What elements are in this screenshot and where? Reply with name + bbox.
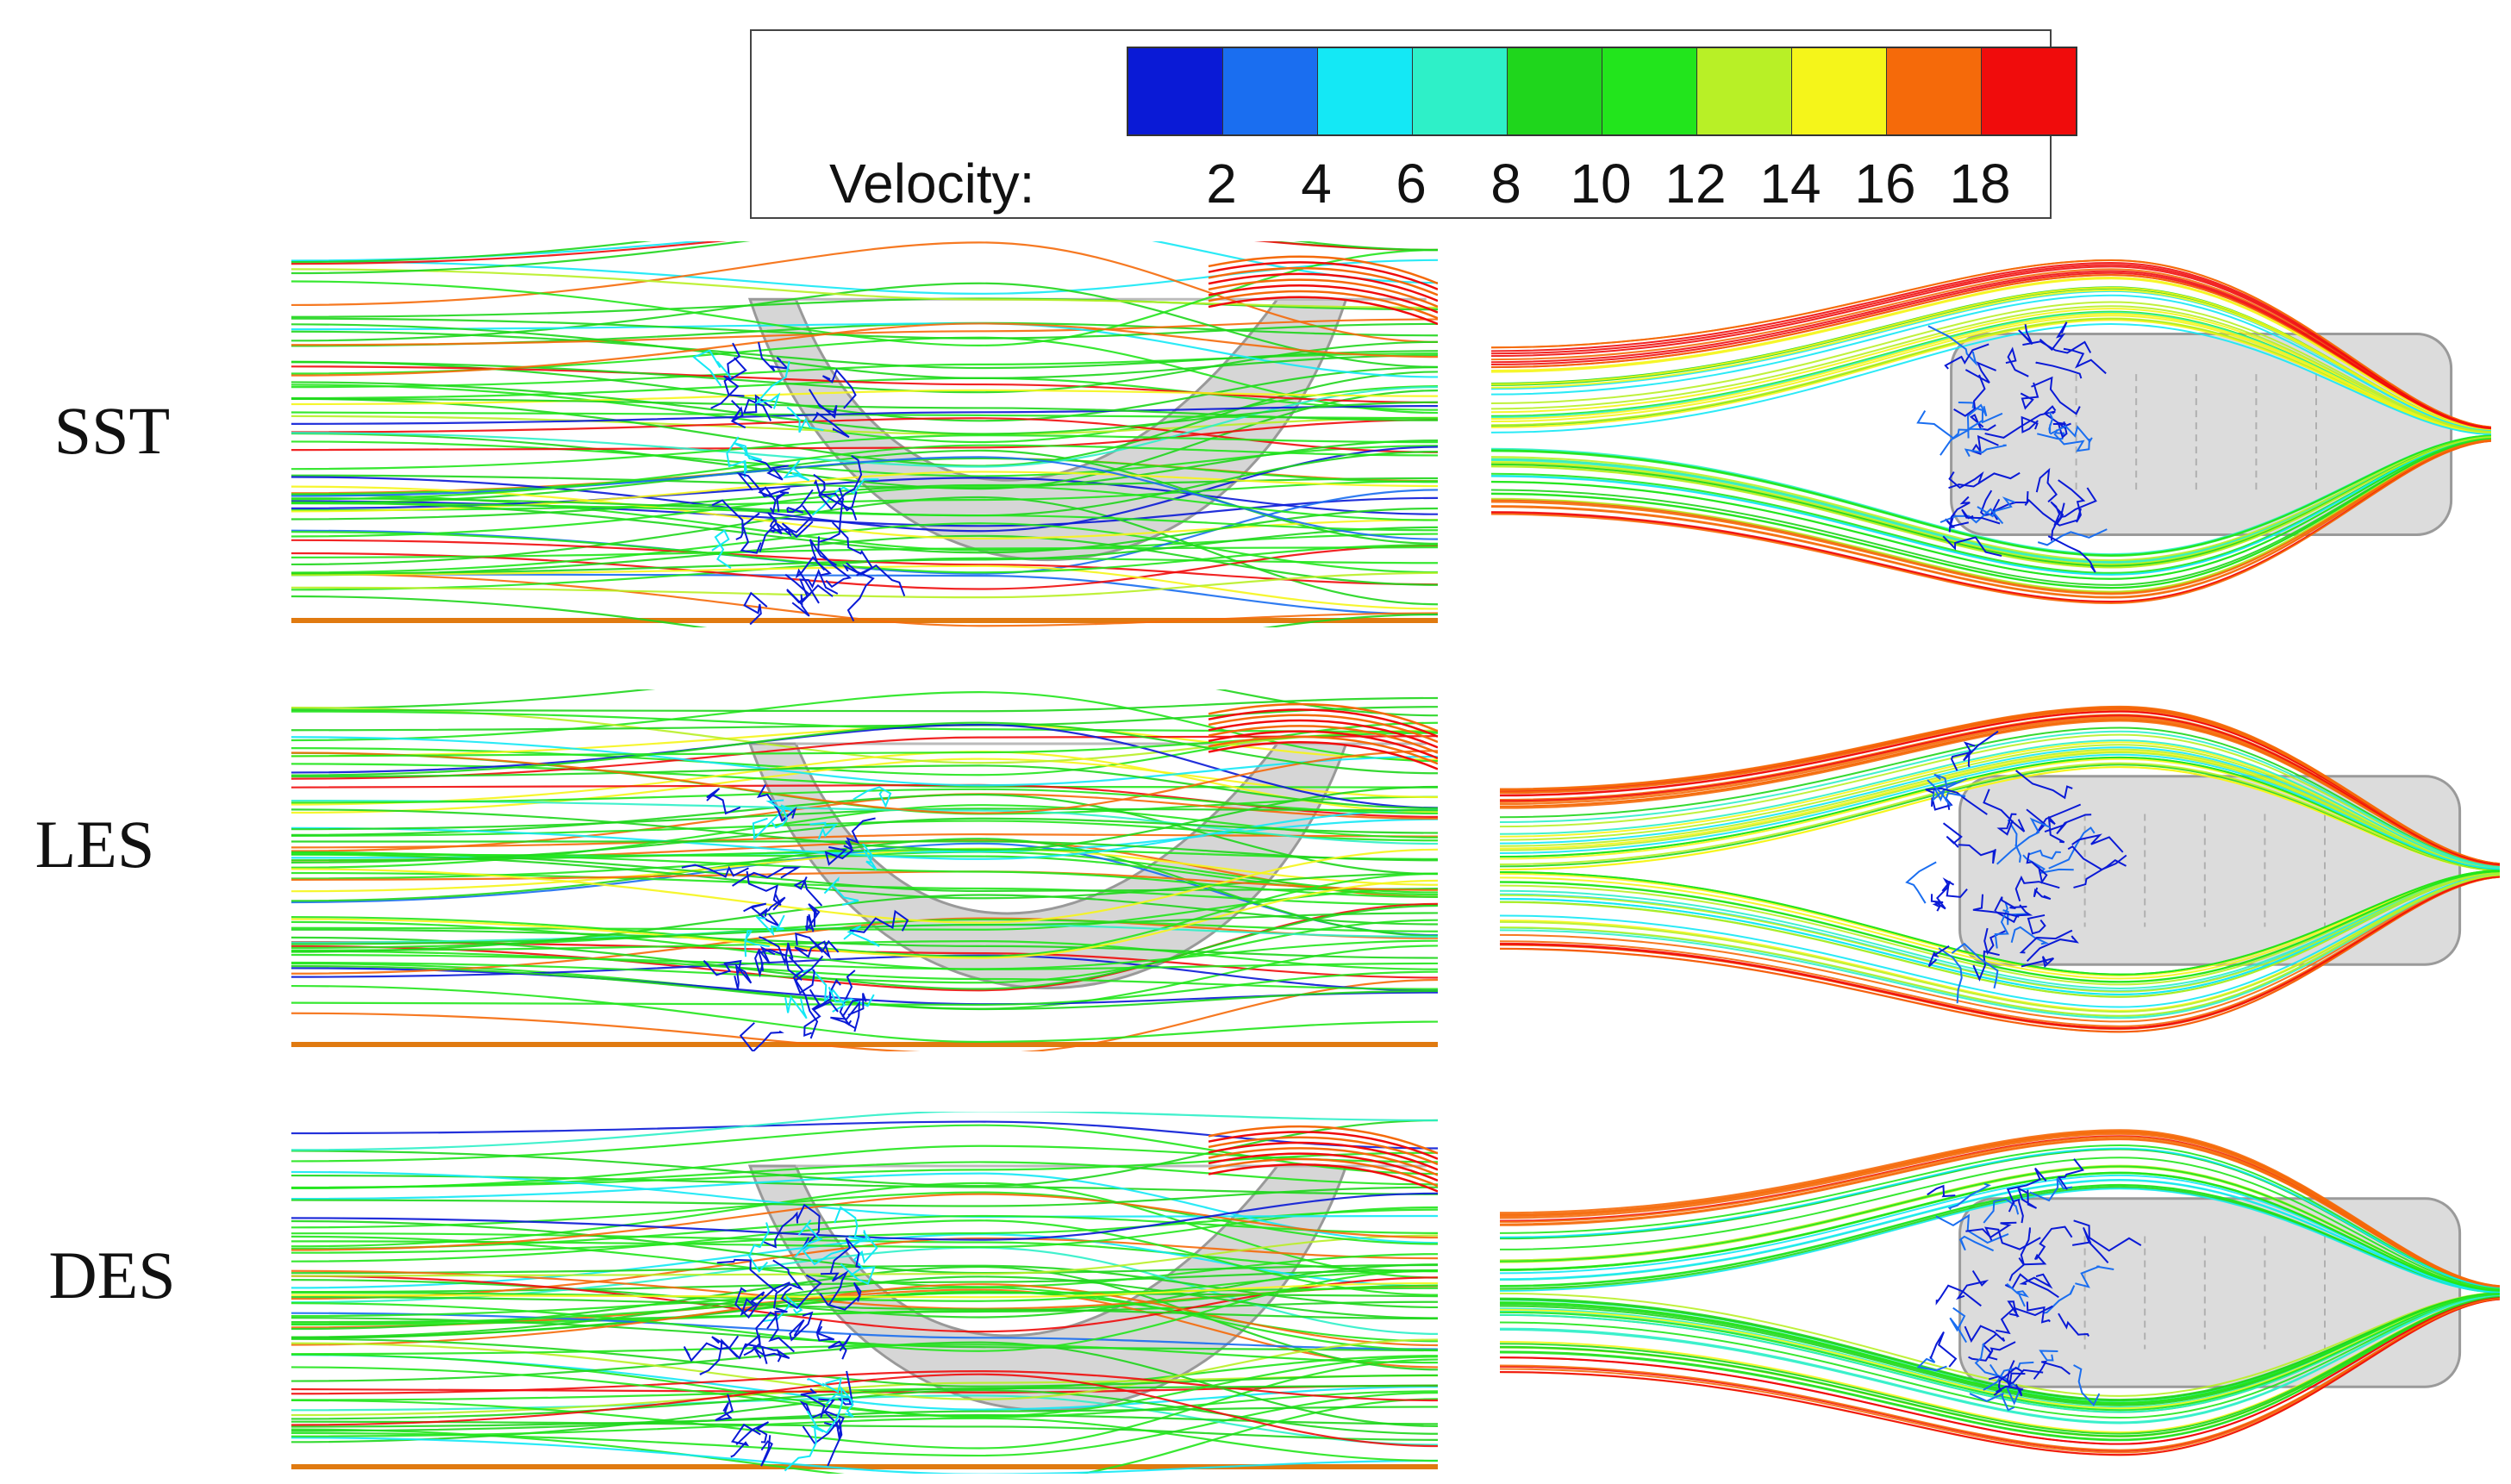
colorbar-segment [1128, 48, 1222, 134]
side-view-svg [291, 689, 1438, 1051]
top-view-svg [1500, 1129, 2500, 1456]
colorbar-segment [1696, 48, 1791, 134]
colorbar-segment [1981, 48, 2076, 134]
row-label-des: DES [48, 1238, 176, 1313]
row-label-sst: SST [53, 393, 171, 468]
top-view-svg [1491, 259, 2491, 604]
side-view-svg [291, 241, 1438, 627]
des-side-view-streamlines [291, 1112, 1438, 1474]
legend-tick-label: 8 [1490, 153, 1521, 215]
colorbar-segment [1317, 48, 1412, 134]
colorbar-segment [1412, 48, 1507, 134]
top-view-svg [1500, 705, 2500, 1033]
legend-tick-label: 2 [1206, 153, 1237, 215]
tire-top-silhouette [1958, 1197, 2462, 1388]
side-view-svg [291, 1112, 1438, 1474]
les-side-view-streamlines [291, 689, 1438, 1051]
legend-tick-label: 6 [1396, 153, 1427, 215]
colorbar-segment [1602, 48, 1696, 134]
legend-tick-label: 4 [1301, 153, 1332, 215]
legend-title: Velocity: [829, 153, 1035, 215]
sst-side-view-streamlines [291, 241, 1438, 627]
legend-tick-label: 16 [1854, 153, 1916, 215]
colorbar-segment [1886, 48, 1981, 134]
les-top-view-streamlines [1500, 689, 2500, 1051]
velocity-colorbar [1127, 47, 2077, 136]
row-label-les: LES [34, 807, 155, 882]
tire-top-silhouette [1958, 775, 2462, 966]
colorbar-segment [1222, 48, 1317, 134]
legend-tick-label: 10 [1570, 153, 1632, 215]
velocity-legend: Velocity: 2 4 6 8 10 12 14 16 18 [750, 29, 2077, 219]
colorbar-segment [1791, 48, 1886, 134]
colorbar-segment [1507, 48, 1602, 134]
legend-tick-label: 14 [1759, 153, 1821, 215]
sst-top-view-streamlines [1491, 241, 2491, 627]
legend-tick-label: 18 [1949, 153, 2011, 215]
des-top-view-streamlines [1500, 1112, 2500, 1474]
legend-tick-label: 12 [1665, 153, 1727, 215]
